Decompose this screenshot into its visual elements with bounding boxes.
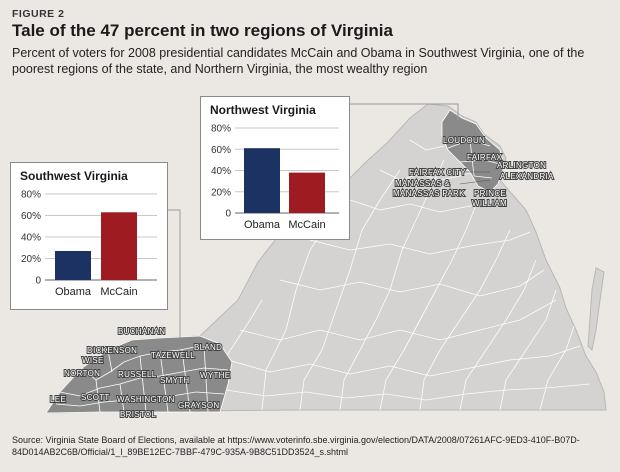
map-label-fairfax-city: FAIRFAX CITY [409,168,466,177]
southwest-bar-mccain [101,212,137,280]
northwest-bar-mccain [289,172,325,213]
northwest-y-tick-label: 60% [211,145,231,156]
map-label-manassas-line2: MANASSAS PARK [393,189,465,198]
southwest-virginia-county-lines [55,345,229,413]
map-label-dickenson: DICKENSON [87,346,137,355]
map-label-tazewell: TAZEWELL [151,351,195,360]
figure-title: Tale of the 47 percent in two regions of… [12,21,393,40]
northwest-connector-line [348,103,459,120]
map-label-wythe: WYTHE [200,371,230,380]
northwest-y-tick-label: 40% [211,166,231,177]
southwest-bar-obama [55,250,91,280]
northwest-virginia-panel: Northwest Virginia 0 20% 40% 60% 80% Obama McC… [200,96,350,240]
southwest-y-tick-label: 80% [21,190,41,201]
figure-label: FIGURE 2 [12,8,65,20]
map-label-wise: WISE [82,356,104,365]
map-label-loudoun: LOUDOUN [443,136,485,145]
northern-virginia-county-lines [447,139,501,179]
map-label-manassas-line1: MANASSAS & [395,179,450,188]
northern-virginia-highlight [441,109,505,193]
northwest-y-tick-label: 20% [211,187,231,198]
map-label-fairfax: FAIRFAX [467,153,502,162]
southwest-category-label-mccain: McCain [100,286,137,298]
southwest-y-tick-label: 40% [21,233,41,244]
source-note: Source: Virginia State Board of Election… [12,435,580,457]
northwest-y-tick-label: 80% [211,124,231,135]
northwest-bar-obama [244,148,280,213]
southwest-category-label-obama: Obama [55,286,92,298]
southwest-y-tick-label: 20% [21,254,41,265]
southwest-y-tick-label: 0 [35,276,41,287]
map-label-smyth: SMYTH [160,376,190,385]
northwest-category-label-obama: Obama [244,219,281,231]
southwest-y-tick-label: 60% [21,211,41,222]
map-label-washington: WASHINGTON [117,395,175,404]
county-boundaries [219,139,591,411]
map-label-norton: NORTON [64,369,100,378]
northwest-chart-title: Northwest Virginia [210,103,316,117]
map-label-lee: LEE [50,395,66,404]
figure-subtitle: Percent of voters for 2008 presidential … [12,46,585,76]
virginia-state-shape [45,103,607,414]
manassas-leader [459,179,491,185]
map-label-prince: PRINCE [474,189,506,198]
southwest-virginia-panel: Southwest Virginia 0 20% 40% 60% 80% Obama McC… [10,162,168,310]
map-label-william: WILLIAM [472,199,507,208]
map-label-arlington: ARLINGTON [497,161,546,170]
southwest-chart-title: Southwest Virginia [20,169,128,183]
southwest-connector-line [166,209,181,338]
map-label-bland: BLAND [194,343,222,352]
map-label-buchanan: BUCHANAN [118,327,165,336]
map-label-bristol: BRISTOL [120,410,156,419]
southwest-bar-chart: 0 20% 40% 60% 80% Obama McCain [21,190,157,298]
map-label-russell: RUSSELL [118,370,157,379]
northwest-category-label-mccain: McCain [288,219,325,231]
map-label-scott: SCOTT [81,393,110,402]
northwest-y-tick-label: 0 [225,209,231,220]
map-label-alexandria: ALEXANDRIA [500,172,554,181]
map-label-grayson: GRAYSON [178,401,220,410]
northwest-bar-chart: 0 20% 40% 60% 80% Obama McCain [211,124,339,231]
eastern-shore-shape [587,267,605,352]
